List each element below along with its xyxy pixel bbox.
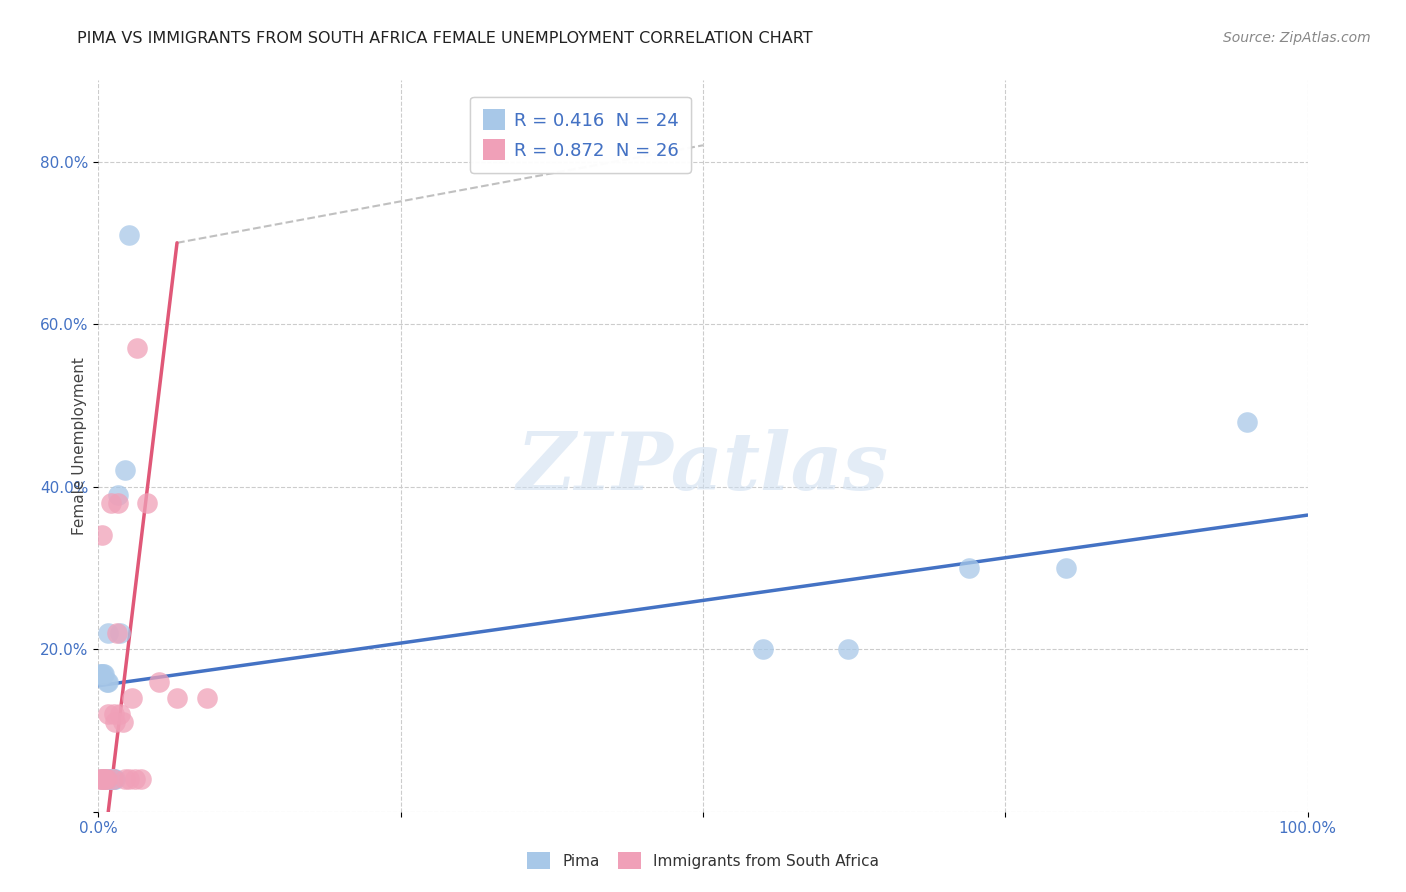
Point: [89, 772, 111, 787]
Point: [752, 642, 775, 657]
Point: [129, 772, 152, 787]
Point: [135, 496, 157, 510]
Point: [108, 707, 131, 722]
Point: [97, 707, 120, 722]
Point: [103, 772, 125, 787]
Point: [127, 342, 149, 356]
Text: PIMA VS IMMIGRANTS FROM SOUTH AFRICA FEMALE UNEMPLOYMENT CORRELATION CHART: PIMA VS IMMIGRANTS FROM SOUTH AFRICA FEM…: [77, 31, 813, 46]
Point: [114, 772, 136, 787]
Point: [97, 674, 120, 689]
Point: [111, 715, 134, 730]
Point: [98, 772, 121, 787]
Point: [93, 772, 115, 787]
Point: [100, 772, 122, 787]
Text: ZIPatlas: ZIPatlas: [517, 429, 889, 507]
Point: [957, 561, 980, 575]
Point: [94, 772, 117, 787]
Point: [90, 666, 112, 681]
Point: [148, 674, 170, 689]
Point: [96, 674, 118, 689]
Point: [114, 463, 136, 477]
Point: [108, 626, 131, 640]
Y-axis label: Female Unemployment: Female Unemployment: [72, 357, 87, 535]
Legend: Pima, Immigrants from South Africa: Pima, Immigrants from South Africa: [520, 846, 886, 875]
Point: [107, 488, 129, 502]
Point: [103, 707, 125, 722]
Point: [91, 528, 114, 542]
Text: Source: ZipAtlas.com: Source: ZipAtlas.com: [1223, 31, 1371, 45]
Point: [89, 666, 111, 681]
Point: [104, 772, 127, 787]
Point: [97, 626, 120, 640]
Point: [104, 715, 127, 730]
Point: [1236, 415, 1258, 429]
Point: [93, 666, 115, 681]
Legend: R = 0.416  N = 24, R = 0.872  N = 26: R = 0.416 N = 24, R = 0.872 N = 26: [470, 96, 690, 173]
Point: [101, 772, 124, 787]
Point: [195, 690, 218, 705]
Point: [118, 227, 141, 242]
Point: [121, 690, 143, 705]
Point: [1054, 561, 1077, 575]
Point: [166, 690, 188, 705]
Point: [94, 772, 117, 787]
Point: [91, 666, 114, 681]
Point: [101, 772, 124, 787]
Point: [91, 772, 114, 787]
Point: [124, 772, 146, 787]
Point: [91, 772, 114, 787]
Point: [100, 496, 122, 510]
Point: [118, 772, 141, 787]
Point: [96, 772, 118, 787]
Point: [90, 772, 112, 787]
Point: [837, 642, 859, 657]
Point: [100, 772, 122, 787]
Point: [105, 626, 128, 640]
Point: [107, 496, 129, 510]
